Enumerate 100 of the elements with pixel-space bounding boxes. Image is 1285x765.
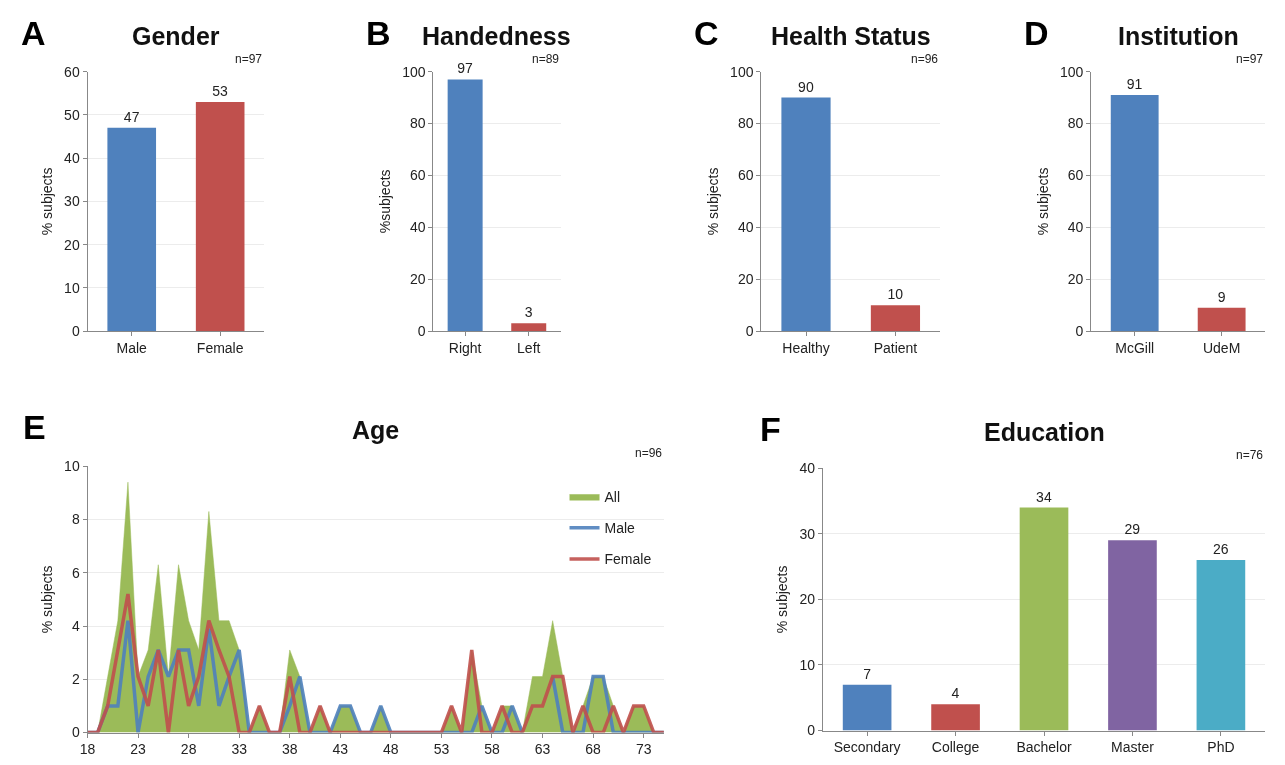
y-tick-label: 30 bbox=[799, 525, 816, 542]
text: A bbox=[21, 14, 46, 52]
bar bbox=[842, 684, 892, 731]
bar bbox=[1196, 560, 1246, 731]
y-axis-title: % subjects bbox=[704, 167, 721, 236]
y-tick-label: 2 bbox=[71, 671, 80, 688]
bar bbox=[1108, 540, 1157, 731]
x-tick-label: 73 bbox=[635, 741, 652, 758]
text: n=76 bbox=[1236, 448, 1264, 462]
data-label: 34 bbox=[1036, 488, 1052, 505]
x-tick-label: 33 bbox=[231, 741, 248, 758]
x-tick-label: 18 bbox=[79, 741, 96, 758]
data-label: 53 bbox=[212, 82, 229, 99]
y-axis-title: % subjects bbox=[38, 167, 55, 236]
y-axis-title: %subjects bbox=[376, 169, 393, 234]
x-tick-label: Secondary bbox=[833, 739, 901, 756]
text: n=97 bbox=[1236, 52, 1264, 66]
text: B bbox=[366, 14, 391, 52]
y-tick-label: 40 bbox=[409, 219, 426, 236]
data-label: 4 bbox=[951, 685, 960, 702]
x-tick-label: Male bbox=[116, 339, 148, 356]
data-label: 26 bbox=[1213, 541, 1229, 558]
x-tick-label: 43 bbox=[332, 741, 349, 758]
y-tick-label: 20 bbox=[737, 271, 754, 288]
x-tick-label: 38 bbox=[281, 741, 298, 758]
y-tick-label: 60 bbox=[737, 167, 754, 184]
x-tick-label: 63 bbox=[534, 741, 551, 758]
y-tick-label: 100 bbox=[402, 63, 426, 80]
legend-label: All bbox=[604, 488, 621, 505]
y-tick-label: 0 bbox=[807, 722, 816, 739]
y-tick-label: 0 bbox=[71, 323, 80, 339]
y-tick-label: 40 bbox=[64, 150, 80, 167]
y-tick-label: 0 bbox=[71, 724, 80, 741]
x-tick-label: Right bbox=[448, 339, 482, 356]
data-label: 91 bbox=[1126, 75, 1143, 92]
x-tick-label: Master bbox=[1111, 739, 1155, 756]
data-label: 3 bbox=[524, 304, 533, 321]
y-tick-label: 6 bbox=[71, 564, 80, 581]
data-label: 47 bbox=[123, 108, 140, 125]
y-tick-label: 20 bbox=[64, 236, 80, 253]
y-tick-label: 10 bbox=[799, 656, 816, 673]
x-tick-label: Female bbox=[196, 339, 244, 356]
x-tick-label: UdeM bbox=[1202, 339, 1241, 356]
chart-title: Age bbox=[352, 416, 400, 444]
chart-title: Gender bbox=[132, 22, 220, 50]
x-tick-label: 23 bbox=[130, 741, 147, 758]
legend-label: Female bbox=[604, 551, 652, 568]
data-label: 29 bbox=[1124, 521, 1141, 538]
text: n=89 bbox=[532, 52, 560, 66]
bar bbox=[931, 704, 980, 731]
x-tick-label: 58 bbox=[484, 741, 500, 758]
text: n=96 bbox=[635, 446, 663, 460]
text: F bbox=[760, 410, 781, 448]
chart-title: Handedness bbox=[422, 22, 571, 50]
y-tick-label: 10 bbox=[64, 458, 80, 475]
text: C bbox=[694, 14, 719, 52]
x-tick-label: 53 bbox=[433, 741, 450, 758]
y-tick-label: 20 bbox=[1067, 271, 1084, 288]
y-tick-label: 80 bbox=[1067, 115, 1084, 132]
chart-title: Institution bbox=[1118, 22, 1239, 50]
legend-label: Male bbox=[604, 520, 636, 537]
data-label: 90 bbox=[798, 78, 814, 95]
y-tick-label: 80 bbox=[409, 115, 426, 132]
x-tick-label: 68 bbox=[585, 741, 602, 758]
y-tick-label: 0 bbox=[417, 323, 426, 339]
data-label: 10 bbox=[887, 286, 904, 303]
y-tick-label: 0 bbox=[745, 323, 754, 339]
x-tick-label: PhD bbox=[1207, 739, 1235, 756]
x-tick-label: Patient bbox=[873, 339, 918, 356]
y-tick-label: 20 bbox=[409, 271, 426, 288]
y-tick-label: 20 bbox=[799, 591, 816, 608]
y-axis-title: % subjects bbox=[774, 565, 791, 634]
y-axis-title: % subjects bbox=[38, 565, 55, 634]
x-tick-label: Bachelor bbox=[1016, 739, 1072, 756]
y-tick-label: 40 bbox=[799, 460, 816, 477]
x-tick-label: McGill bbox=[1115, 339, 1155, 356]
y-tick-label: 40 bbox=[1067, 219, 1084, 236]
y-tick-label: 60 bbox=[1067, 167, 1084, 184]
y-tick-label: 60 bbox=[64, 63, 80, 80]
x-tick-label: 28 bbox=[180, 741, 197, 758]
y-tick-label: 0 bbox=[1075, 323, 1084, 339]
x-tick-label: Left bbox=[517, 339, 541, 356]
text: D bbox=[1024, 14, 1049, 52]
y-tick-label: 30 bbox=[64, 193, 80, 210]
chart-title: Health Status bbox=[771, 22, 931, 50]
bar bbox=[1019, 507, 1069, 731]
y-axis-title: % subjects bbox=[1034, 167, 1051, 236]
data-label: 7 bbox=[863, 665, 872, 682]
text: n=96 bbox=[911, 52, 939, 66]
y-tick-label: 60 bbox=[409, 167, 426, 184]
data-label: 9 bbox=[1217, 288, 1226, 305]
y-tick-label: 40 bbox=[737, 219, 754, 236]
data-label: 97 bbox=[457, 60, 474, 77]
chart-title: Education bbox=[984, 418, 1105, 446]
x-tick-label: Healthy bbox=[782, 339, 830, 356]
y-tick-label: 100 bbox=[730, 63, 754, 80]
x-tick-label: College bbox=[931, 739, 980, 756]
y-tick-label: 80 bbox=[737, 115, 754, 132]
text: E bbox=[23, 408, 46, 446]
y-tick-label: 50 bbox=[64, 106, 80, 123]
